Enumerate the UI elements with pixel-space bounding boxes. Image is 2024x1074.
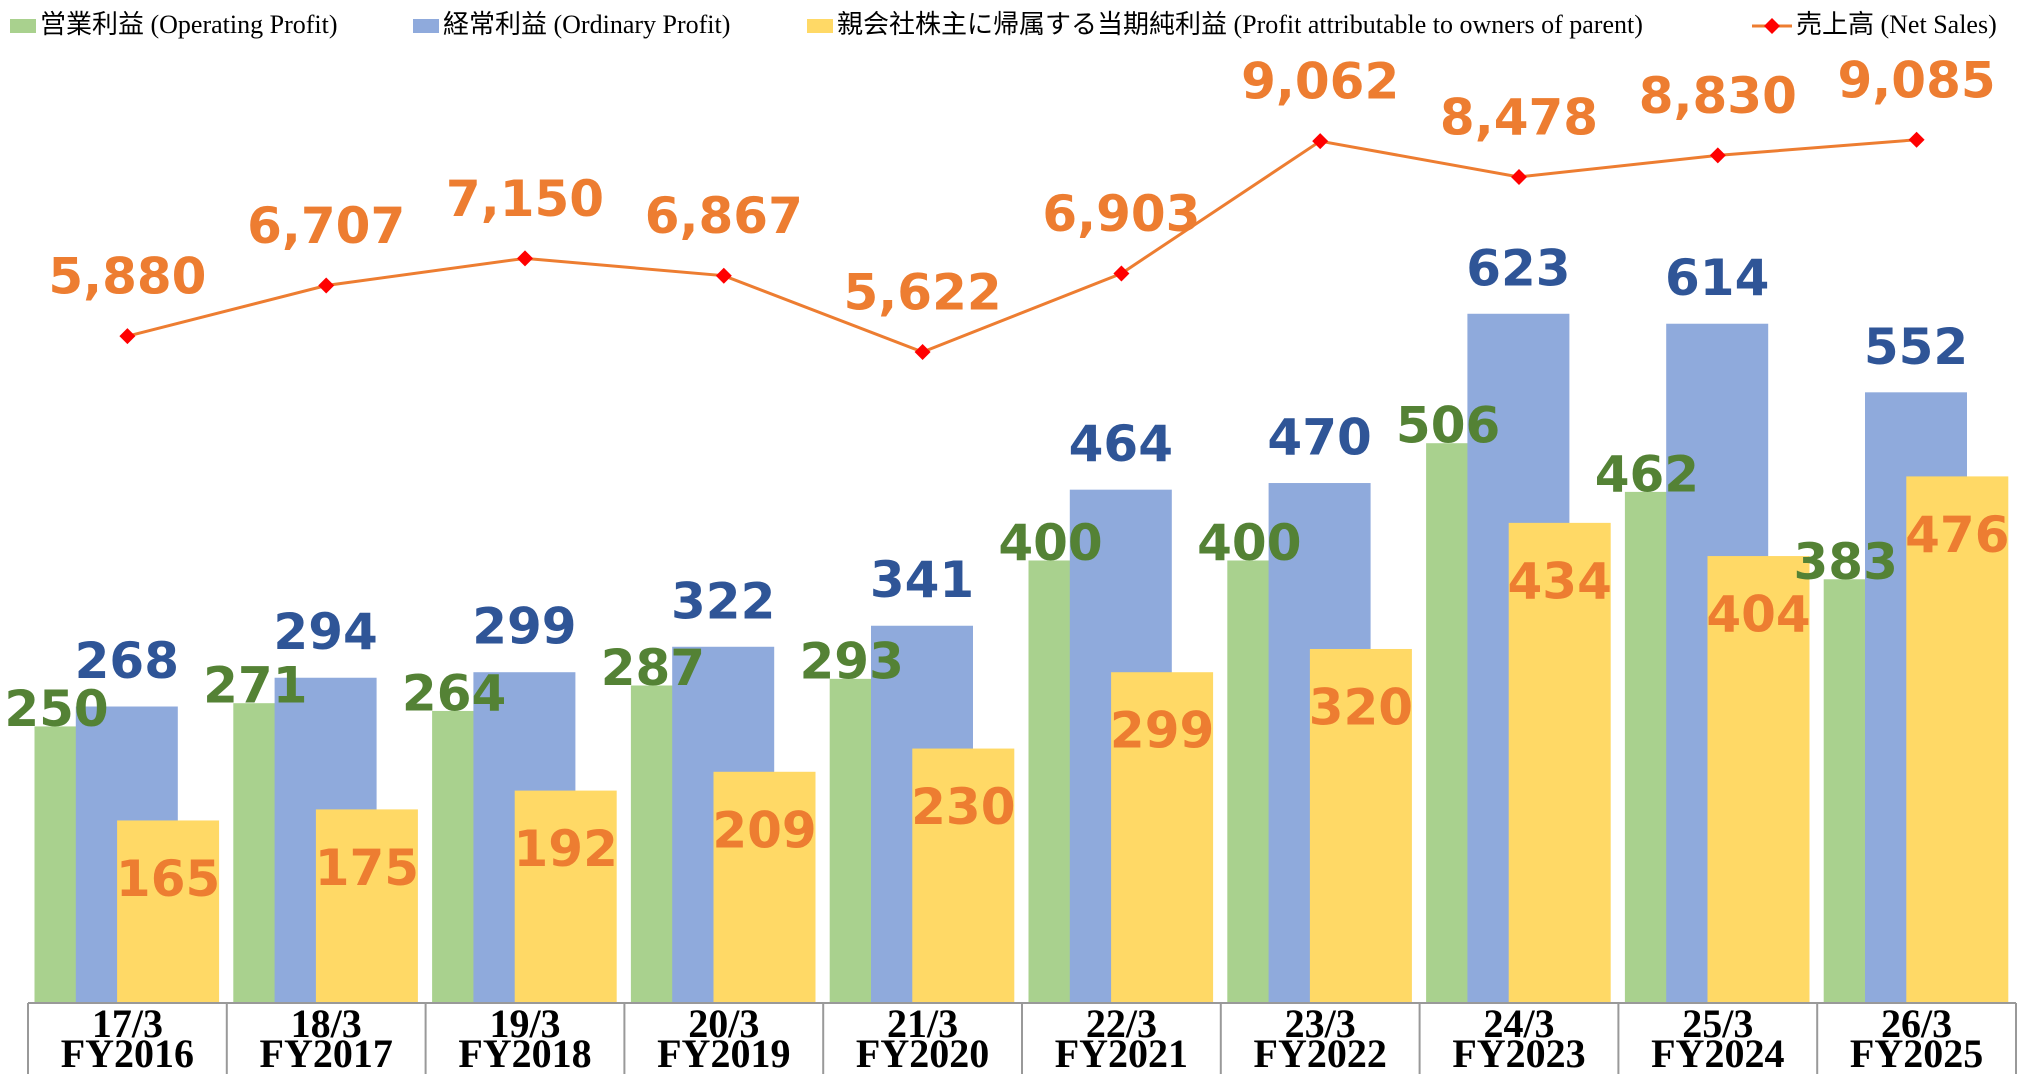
x-tick-label: 23/3 <box>1285 1001 1356 1046</box>
x-tick-label: 18/3 <box>291 1001 362 1046</box>
bar <box>1111 672 1214 1003</box>
data-label: 6,707 <box>247 197 405 255</box>
data-label: 264 <box>402 664 506 722</box>
x-tick-label: 20/3 <box>688 1001 759 1046</box>
bar <box>1906 476 2009 1003</box>
data-label: 614 <box>1665 249 1769 307</box>
x-tick-label: FY2021 <box>1055 1031 1188 1074</box>
data-label: 320 <box>1309 678 1413 736</box>
x-tick-label: 26/3 <box>1881 1001 1952 1046</box>
data-label: 299 <box>472 598 576 656</box>
data-label: 192 <box>514 820 618 878</box>
data-label: 7,150 <box>446 170 604 228</box>
data-label: 209 <box>712 801 816 859</box>
legend-label: 営業利益 (Operating Profit) <box>40 10 338 39</box>
data-label: 268 <box>75 632 179 690</box>
data-label: 404 <box>1706 586 1810 644</box>
data-label: 165 <box>116 850 220 908</box>
data-label: 5,880 <box>48 248 206 306</box>
marker <box>517 250 533 267</box>
line <box>127 138 1917 354</box>
data-label: 400 <box>998 514 1102 572</box>
data-label: 6,867 <box>645 187 803 245</box>
marker <box>1312 133 1329 150</box>
x-tick-label: FY2024 <box>1651 1031 1784 1074</box>
bar <box>1508 522 1611 1003</box>
x-tick-label: FY2023 <box>1452 1031 1585 1074</box>
bar <box>1309 648 1412 1003</box>
marker <box>1908 131 1925 148</box>
data-label: 552 <box>1864 318 1968 376</box>
x-tick-label: 17/3 <box>92 1001 163 1046</box>
data-label: 470 <box>1267 409 1371 467</box>
marker <box>1709 147 1726 164</box>
x-tick-label: FY2020 <box>856 1031 989 1074</box>
data-label: 9,062 <box>1241 53 1399 111</box>
marker <box>914 343 931 360</box>
data-label: 5,622 <box>844 263 1002 321</box>
legend-swatch <box>807 19 833 33</box>
data-label: 287 <box>601 639 705 697</box>
data-label: 383 <box>1794 533 1898 591</box>
x-tick-label: FY2017 <box>260 1031 393 1074</box>
data-label: 230 <box>911 778 1015 836</box>
x-tick-label: 22/3 <box>1086 1001 1157 1046</box>
data-label: 299 <box>1110 702 1214 760</box>
x-tick-label: FY2018 <box>458 1031 591 1074</box>
data-label: 175 <box>315 839 419 897</box>
data-label: 464 <box>1069 415 1173 473</box>
data-label: 400 <box>1197 514 1301 572</box>
x-tick-label: FY2022 <box>1254 1031 1387 1074</box>
x-tick-label: 24/3 <box>1483 1001 1554 1046</box>
legend-swatch <box>10 19 36 33</box>
x-tick-label: 25/3 <box>1682 1001 1753 1046</box>
data-label: 6,903 <box>1042 185 1200 243</box>
data-label: 8,478 <box>1440 88 1598 146</box>
bar <box>514 790 617 1003</box>
data-label: 506 <box>1396 397 1500 455</box>
bar <box>117 820 220 1003</box>
legend-label: 売上高 (Net Sales) <box>1796 10 1997 39</box>
data-label: 322 <box>671 572 775 630</box>
x-tick-label: FY2016 <box>61 1031 194 1074</box>
bar <box>713 771 816 1003</box>
data-label: 9,085 <box>1838 51 1996 109</box>
marker <box>119 328 136 345</box>
x-tick-label: FY2025 <box>1850 1031 1983 1074</box>
data-label: 8,830 <box>1639 67 1797 125</box>
x-tick-label: 19/3 <box>489 1001 560 1046</box>
data-label: 294 <box>273 603 377 661</box>
data-label: 250 <box>4 680 108 738</box>
data-label: 341 <box>870 551 974 609</box>
legend-marker <box>1764 18 1780 34</box>
bar <box>1707 556 1810 1003</box>
bar <box>315 809 418 1003</box>
data-label: 623 <box>1466 239 1570 297</box>
marker <box>318 277 335 294</box>
data-label: 462 <box>1595 445 1699 503</box>
legend-label: 親会社株主に帰属する当期純利益 (Profit attributable to … <box>837 10 1643 39</box>
data-label: 476 <box>1905 506 2009 564</box>
data-label: 271 <box>203 657 307 715</box>
marker <box>1113 265 1130 282</box>
x-tick-label: FY2019 <box>657 1031 790 1074</box>
x-tick-label: 21/3 <box>887 1001 958 1046</box>
data-label: 293 <box>800 632 904 690</box>
bar <box>912 748 1015 1003</box>
data-label: 434 <box>1508 552 1612 610</box>
legend-swatch <box>413 19 439 33</box>
legend-label: 経常利益 (Ordinary Profit) <box>443 10 730 39</box>
marker <box>1511 168 1527 185</box>
marker <box>715 267 732 284</box>
